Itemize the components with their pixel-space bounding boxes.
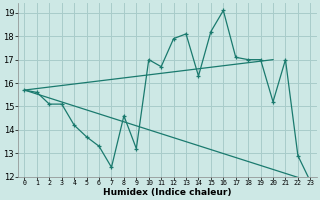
- X-axis label: Humidex (Indice chaleur): Humidex (Indice chaleur): [103, 188, 232, 197]
